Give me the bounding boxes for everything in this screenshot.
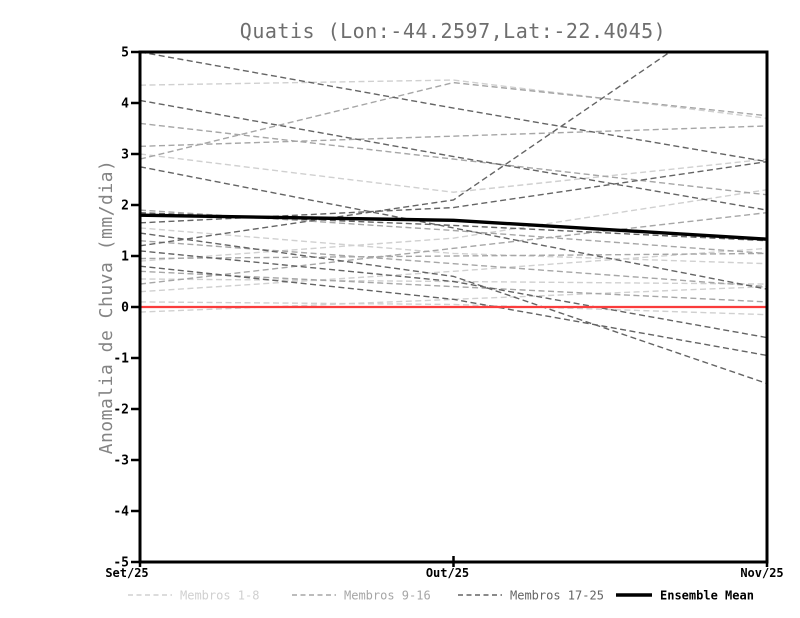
member-line xyxy=(140,122,767,196)
y-axis-label: Anomalia de Chuva (mm/dia) xyxy=(96,160,117,455)
member-line xyxy=(140,232,767,385)
legend-label: Ensemble Mean xyxy=(660,589,754,603)
y-tick-label: -4 xyxy=(113,505,129,520)
member-line xyxy=(140,99,767,211)
member-line xyxy=(140,166,767,290)
member-line xyxy=(140,270,767,303)
x-axis-ticks: Set/25 Out/25 Nov/25 xyxy=(105,556,784,580)
ensemble-mean-group xyxy=(140,213,767,241)
y-axis-ticks: 5 4 3 2 1 0 -1 -2 -3 -4 -5 xyxy=(113,46,139,571)
y-tick-label: -3 xyxy=(113,454,129,469)
y-tick-label: -1 xyxy=(113,352,129,367)
y-tick-label: 1 xyxy=(121,250,129,265)
member-line xyxy=(140,81,767,160)
ensemble-mean-line xyxy=(140,213,767,241)
member-line xyxy=(140,247,767,293)
member-line xyxy=(140,211,767,285)
member-line xyxy=(140,189,767,262)
y-tick-label: -2 xyxy=(113,403,129,418)
x-tick-label: Nov/25 xyxy=(740,566,783,580)
member-line xyxy=(140,265,767,357)
y-tick-label: 3 xyxy=(121,148,129,163)
ensemble-member-lines xyxy=(140,52,767,385)
x-tick-label: Set/25 xyxy=(105,566,148,580)
y-tick-label: 2 xyxy=(121,199,129,214)
member-line xyxy=(140,227,767,265)
chart-title: Quatis (Lon:-44.2597,Lat:-22.4045) xyxy=(240,19,666,43)
member-line xyxy=(140,240,767,288)
member-line xyxy=(140,252,767,260)
y-tick-label: 5 xyxy=(121,46,129,61)
y-tick-label: 0 xyxy=(121,301,129,316)
y-tick-label: -5 xyxy=(113,556,129,571)
legend-label: Membros 9-16 xyxy=(344,589,431,603)
y-tick-label: 4 xyxy=(121,97,129,112)
member-line xyxy=(140,153,767,193)
x-tick-label: Out/25 xyxy=(426,566,469,580)
legend-label: Membros 17-25 xyxy=(510,589,604,603)
legend-label: Membros 1-8 xyxy=(180,589,259,603)
member-line xyxy=(140,79,767,119)
member-line xyxy=(140,52,672,247)
member-line xyxy=(140,125,767,148)
member-line xyxy=(140,250,767,339)
chart-legend: Membros 1-8 Membros 9-16 Membros 17-25 Ense… xyxy=(128,589,754,603)
member-line xyxy=(140,301,767,316)
member-line xyxy=(140,52,767,163)
